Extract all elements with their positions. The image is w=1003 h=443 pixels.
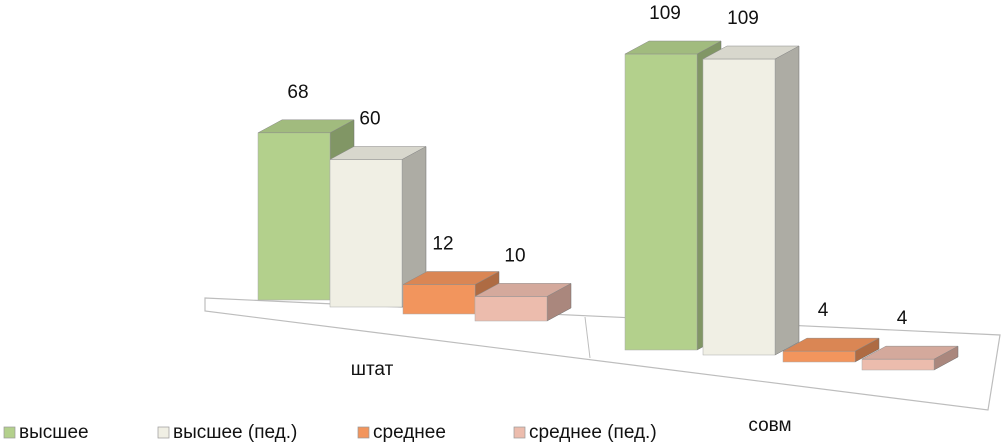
- legend-label: среднее: [373, 422, 446, 443]
- bar: [329, 159, 403, 308]
- data-label: 12: [432, 234, 453, 255]
- legend-swatch: [3, 426, 16, 439]
- data-label: 60: [359, 108, 380, 129]
- bar-top: [624, 40, 722, 55]
- legend-swatch: [513, 426, 526, 439]
- bar-top: [702, 45, 800, 60]
- bar-top: [329, 146, 427, 160]
- category-label: штат: [351, 359, 394, 380]
- bar: [257, 132, 331, 301]
- legend-label: высшее: [19, 422, 89, 443]
- data-label: 109: [649, 3, 681, 24]
- data-label: 4: [897, 308, 908, 329]
- floor-divider: [584, 316, 591, 359]
- data-label: 10: [504, 245, 525, 266]
- bar-side: [774, 45, 800, 356]
- bar-top: [402, 271, 500, 285]
- bar: [624, 53, 698, 351]
- legend-label: среднее (пед.): [529, 422, 657, 443]
- legend-swatch: [357, 426, 370, 439]
- data-label: 109: [727, 8, 759, 29]
- bar: [402, 284, 476, 315]
- bar-top: [782, 337, 880, 352]
- bar-top: [861, 345, 959, 360]
- bar: [702, 58, 776, 356]
- bar-top: [474, 283, 572, 297]
- bar: [474, 296, 548, 322]
- legend-swatch: [157, 426, 170, 439]
- data-label: 4: [818, 300, 829, 321]
- bar: [861, 358, 935, 371]
- bar: [782, 350, 856, 363]
- bar-top: [257, 119, 355, 134]
- data-label: 68: [287, 82, 308, 103]
- category-label: совм: [748, 415, 791, 436]
- legend-label: высшее (пед.): [173, 422, 297, 443]
